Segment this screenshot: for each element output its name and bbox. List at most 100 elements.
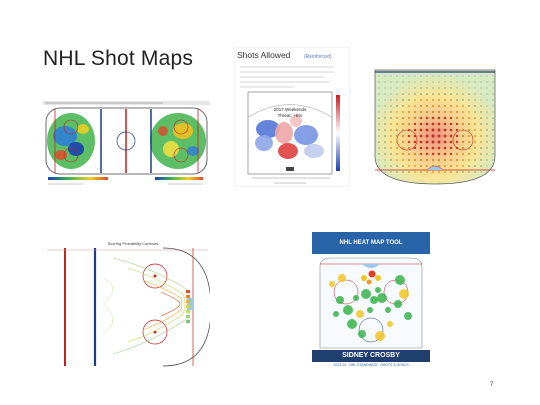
heat-dot <box>438 75 440 77</box>
heat-dot <box>486 87 488 89</box>
heat-dot <box>414 75 416 77</box>
heat-dot <box>390 153 392 155</box>
heat-dot <box>426 93 428 95</box>
heat-dot <box>461 152 465 156</box>
shot-marker <box>353 295 359 301</box>
heat-dot <box>431 128 435 132</box>
heat-dot <box>474 111 476 113</box>
heat-dot <box>432 81 434 83</box>
heat-dot <box>384 141 386 143</box>
shot-marker <box>338 274 346 282</box>
heat-dot <box>468 105 470 107</box>
heat-dot <box>492 135 494 137</box>
contours-title: Scoring Probability Contours <box>108 241 159 246</box>
heat-dot <box>378 165 380 167</box>
heat-dot <box>437 128 441 132</box>
heat-dot <box>456 75 458 77</box>
heat-dot <box>378 117 380 119</box>
heat-dot <box>437 152 441 156</box>
heat-dot <box>474 81 476 83</box>
heat-dot <box>492 81 494 83</box>
heat-dot <box>486 141 488 143</box>
heat-dot <box>486 165 488 167</box>
heat-dot <box>474 165 476 167</box>
heat-dot <box>443 122 447 126</box>
heat-dot <box>431 146 435 150</box>
shot-marker <box>377 293 387 303</box>
heat-dot <box>486 147 488 149</box>
heat-dot <box>378 147 380 149</box>
heat-dot <box>437 116 441 120</box>
heat-dot <box>408 99 410 101</box>
heat-dot <box>468 123 470 125</box>
heat-dot <box>461 128 465 132</box>
heat-dot <box>396 153 398 155</box>
heat-dot <box>461 116 465 120</box>
shots-allowed-title: Shots Allowed <box>237 50 291 60</box>
heat-dot <box>438 165 440 167</box>
heat-dot <box>486 75 488 77</box>
heat-dot <box>432 99 434 101</box>
heat-dot <box>396 105 398 107</box>
heat-dot <box>419 158 423 162</box>
heat-dot <box>492 141 494 143</box>
heat-dot <box>480 87 482 89</box>
heat-dot <box>431 116 435 120</box>
heat-dot <box>384 87 386 89</box>
heat-dot <box>486 129 488 131</box>
heat-dot <box>396 75 398 77</box>
heat-dot <box>390 159 392 161</box>
heat-dot <box>414 87 416 89</box>
heat-dot <box>384 81 386 83</box>
heat-dot <box>390 87 392 89</box>
heat-dot <box>396 159 398 161</box>
heat-dot <box>402 117 404 119</box>
heat-dot <box>390 93 392 95</box>
heat-dot <box>474 87 476 89</box>
heat-dot <box>492 75 494 77</box>
heat-dot <box>443 110 447 114</box>
heat-dot <box>425 152 429 156</box>
heat-dot <box>474 159 476 161</box>
heat-dot <box>462 165 464 167</box>
heat-dot <box>443 116 447 120</box>
heat-dot <box>467 140 471 144</box>
heat-dot <box>456 159 458 161</box>
heat-dot <box>437 110 441 114</box>
heat-dot <box>378 87 380 89</box>
heat-dot <box>431 158 435 162</box>
heat-dot <box>450 99 452 101</box>
heat-dot <box>402 171 404 173</box>
heat-dot <box>486 105 488 107</box>
heat-dot <box>455 128 459 132</box>
heat-dot <box>396 135 398 137</box>
heat-dot <box>401 128 405 132</box>
heat-dot <box>384 159 386 161</box>
heat-dot <box>420 165 422 167</box>
heat-dot <box>401 134 405 138</box>
heat-dot <box>449 152 453 156</box>
heat-dot <box>396 87 398 89</box>
heat-dot <box>384 147 386 149</box>
heat-dot <box>456 99 458 101</box>
heat-dot <box>431 122 435 126</box>
shot-marker <box>387 321 393 327</box>
heat-dot <box>449 158 453 162</box>
heat-dot <box>455 134 459 138</box>
heat-dot <box>444 105 446 107</box>
heat-dot <box>486 99 488 101</box>
heat-dot <box>396 111 398 113</box>
heat-dot <box>396 165 398 167</box>
heat-dot <box>390 117 392 119</box>
shots-allowed-chart: Shots Allowed (Reinforced) 2017 Weekends… <box>234 47 350 187</box>
heat-dot <box>474 117 476 119</box>
heat-dot <box>455 116 459 120</box>
heat-dot <box>486 81 488 83</box>
heat-dot <box>438 105 440 107</box>
heat-dot <box>480 123 482 125</box>
heat-dot <box>480 117 482 119</box>
heat-dot <box>419 140 423 144</box>
page-number: 7 <box>490 382 494 388</box>
heat-dot <box>468 99 470 101</box>
heat-dot <box>443 146 447 150</box>
